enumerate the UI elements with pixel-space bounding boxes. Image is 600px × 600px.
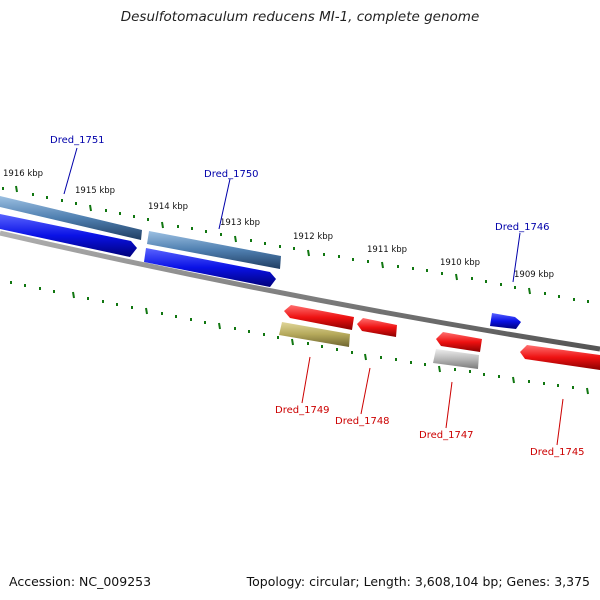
ruler-major-tick [586, 387, 589, 395]
gene-dred-1750-cds-feature[interactable] [144, 248, 276, 287]
ruler-label: 1911 kbp [367, 245, 407, 255]
ruler-major-tick [307, 249, 310, 257]
ruler-major-tick [512, 376, 515, 384]
gene-label-dred-1751[interactable]: Dred_1751 [50, 135, 105, 146]
leader-line [360, 367, 371, 415]
lower-ruler [10, 281, 589, 395]
gene-label-dred-1749[interactable]: Dred_1749 [275, 405, 330, 416]
upper-ruler [2, 185, 589, 303]
gene-dred-1747-feature[interactable] [436, 332, 482, 352]
gene-dred-1748-feature[interactable] [357, 318, 397, 337]
leader-line [218, 178, 231, 230]
ruler-label: 1909 kbp [514, 270, 554, 280]
gene-dred-1750-rna-feature[interactable] [147, 231, 281, 269]
ruler-major-tick [455, 273, 458, 281]
ruler-label: 1916 kbp [3, 169, 43, 179]
ruler-major-tick [364, 353, 367, 361]
map-title: Desulfotomaculum reducens MI-1, complete… [120, 9, 480, 25]
ruler-major-tick [72, 291, 75, 299]
ruler-major-tick [218, 322, 221, 330]
leader-line [556, 398, 564, 446]
accession-text: Accession: NC_009253 [9, 574, 152, 589]
leader-line [301, 356, 311, 404]
ruler-major-tick [528, 287, 531, 295]
ruler-major-tick [438, 365, 441, 373]
ruler-major-tick [89, 204, 92, 212]
gene-label-dred-1747[interactable]: Dred_1747 [419, 430, 474, 441]
gene-dred-1751-rna-feature[interactable] [0, 196, 142, 240]
ruler-major-tick [145, 307, 148, 315]
ruler-major-tick [381, 261, 384, 269]
gene-dred-1749-rna-feature[interactable] [279, 322, 350, 347]
ruler-minor-ticks [10, 281, 574, 389]
ruler-major-tick [161, 221, 164, 229]
leader-line [445, 381, 453, 429]
ruler-major-tick [15, 185, 18, 193]
gene-label-dred-1745[interactable]: Dred_1745 [530, 447, 585, 458]
leader-line [512, 232, 521, 283]
genome-backbone [0, 230, 600, 352]
gene-dred-1749-feature[interactable] [284, 305, 354, 330]
ruler-minor-ticks [2, 187, 589, 303]
genome-summary-text: Topology: circular; Length: 3,608,104 bp… [246, 574, 590, 589]
gene-label-dred-1748[interactable]: Dred_1748 [335, 416, 390, 427]
gene-dred-1746-feature[interactable] [490, 313, 521, 329]
leader-line [63, 147, 78, 195]
gene-dred-1747-rna-feature[interactable] [433, 349, 479, 369]
ruler-label: 1910 kbp [440, 258, 480, 268]
ruler-major-tick [291, 338, 294, 346]
ruler-major-tick [234, 235, 237, 243]
gene-label-dred-1750[interactable]: Dred_1750 [204, 169, 259, 180]
gene-dred-1751-cds-feature[interactable] [0, 214, 137, 257]
ruler-label: 1913 kbp [220, 218, 260, 228]
ruler-label: 1912 kbp [293, 232, 333, 242]
ruler-label: 1915 kbp [75, 186, 115, 196]
ruler-label: 1914 kbp [148, 202, 188, 212]
gene-label-dred-1746[interactable]: Dred_1746 [495, 222, 550, 233]
gene-dred-1745-feature[interactable] [520, 345, 600, 370]
